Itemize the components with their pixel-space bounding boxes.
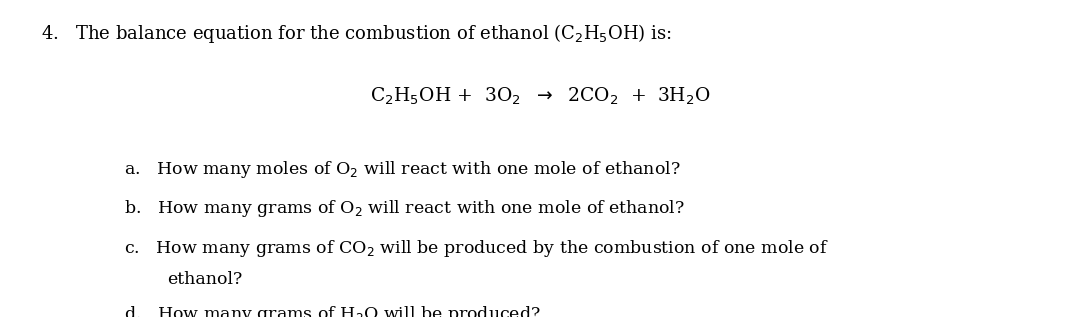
Text: d.   How many grams of H$_2$O will be produced?: d. How many grams of H$_2$O will be prod… (124, 304, 541, 317)
Text: C$_2$H$_5$OH +  3O$_2$  $\rightarrow$  2CO$_2$  +  3H$_2$O: C$_2$H$_5$OH + 3O$_2$ $\rightarrow$ 2CO$… (369, 86, 711, 107)
Text: b.   How many grams of O$_2$ will react with one mole of ethanol?: b. How many grams of O$_2$ will react wi… (124, 198, 685, 219)
Text: ethanol?: ethanol? (167, 271, 243, 288)
Text: c.   How many grams of CO$_2$ will be produced by the combustion of one mole of: c. How many grams of CO$_2$ will be prod… (124, 238, 829, 259)
Text: 4.   The balance equation for the combustion of ethanol (C$_2$H$_5$OH) is:: 4. The balance equation for the combusti… (41, 22, 672, 45)
Text: a.   How many moles of O$_2$ will react with one mole of ethanol?: a. How many moles of O$_2$ will react wi… (124, 158, 680, 179)
